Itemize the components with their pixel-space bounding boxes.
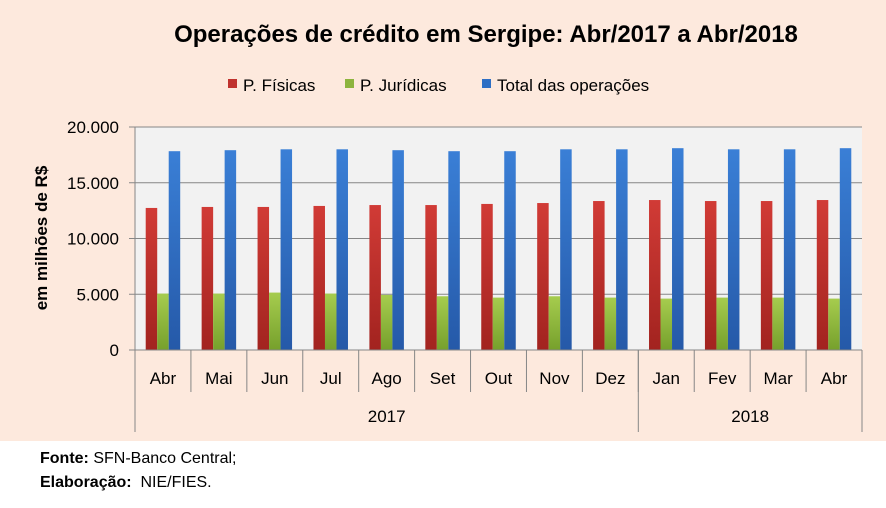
credit-value: NIE/FIES. <box>140 474 212 491</box>
x-tick-label: Set <box>430 369 456 388</box>
bar-pf <box>313 205 325 350</box>
chart-title: Operações de crédito em Sergipe: Abr/201… <box>174 21 798 48</box>
x-tick-label: Nov <box>539 369 570 388</box>
bar-pj <box>157 293 169 350</box>
y-axis-label: em milhões de R$ <box>32 165 51 310</box>
bar-pf <box>816 200 829 350</box>
bar-pj <box>604 297 617 350</box>
bar-pf <box>425 205 437 350</box>
x-tick-label: Dez <box>595 369 625 388</box>
bar-pj <box>213 293 225 350</box>
bar-pj <box>548 296 561 350</box>
y-tick-label: 5.000 <box>76 285 119 304</box>
bar-pf <box>145 207 158 350</box>
bar-pj <box>716 297 728 350</box>
footer-source: Fonte: SFN-Banco Central; <box>40 450 237 468</box>
bar-pj <box>269 292 281 350</box>
bar-total <box>224 150 237 350</box>
bar-total <box>448 151 460 350</box>
bar-pf <box>537 203 549 350</box>
source-value: SFN-Banco Central; <box>93 450 237 467</box>
x-tick-label: Jun <box>261 369 288 388</box>
bar-pf <box>257 206 270 350</box>
bar-pj <box>828 298 840 350</box>
y-tick-label: 15.000 <box>67 174 119 193</box>
bar-pj <box>660 298 673 350</box>
y-tick-label: 20.000 <box>67 118 119 137</box>
bar-pj <box>492 297 505 350</box>
bar-total <box>392 150 404 350</box>
x-tick-label: Jan <box>653 369 680 388</box>
bar-total <box>560 149 572 350</box>
bar-total <box>839 148 852 350</box>
bar-pf <box>201 206 214 350</box>
bar-pf <box>481 203 493 350</box>
x-tick-label: Mar <box>763 369 793 388</box>
y-tick-label: 0 <box>110 341 119 360</box>
credit-label: Elaboração: <box>40 474 132 491</box>
bar-pf <box>369 205 381 350</box>
legend-swatch <box>228 79 237 88</box>
bar-pf <box>649 200 661 350</box>
x-tick-label: Jul <box>320 369 342 388</box>
bar-total <box>336 149 348 350</box>
bars <box>145 148 852 350</box>
bar-total <box>504 151 516 350</box>
bar-total <box>616 149 628 350</box>
legend-swatch <box>482 79 491 88</box>
legend-label: P. Físicas <box>243 76 315 95</box>
x-tick-label: Abr <box>821 369 848 388</box>
bar-chart: Operações de crédito em Sergipe: Abr/201… <box>32 21 863 432</box>
x-group-label: 2017 <box>368 407 406 426</box>
x-group-label: 2018 <box>731 407 769 426</box>
bar-pj <box>324 293 337 350</box>
bar-total <box>727 149 740 350</box>
bar-total <box>672 148 684 350</box>
legend-label: Total das operações <box>497 76 649 95</box>
bar-total <box>280 149 293 350</box>
bar-pf <box>704 201 717 350</box>
bar-total <box>783 149 796 350</box>
x-tick-label: Ago <box>372 369 402 388</box>
x-tick-label: Out <box>485 369 513 388</box>
x-tick-label: Fev <box>708 369 737 388</box>
bar-pf <box>760 201 773 350</box>
bar-pj <box>380 294 393 350</box>
legend: P. Físicas P. Jurídicas Total das operaçõe… <box>228 76 649 95</box>
source-label: Fonte: <box>40 450 89 467</box>
legend-label: P. Jurídicas <box>360 76 447 95</box>
footer-credit: Elaboração: NIE/FIES. <box>40 474 212 492</box>
gridlines <box>135 126 862 295</box>
y-tick-label: 10.000 <box>67 230 119 249</box>
bar-pf <box>593 201 605 350</box>
bar-pj <box>436 296 449 350</box>
bar-pj <box>772 297 784 350</box>
legend-swatch <box>345 79 354 88</box>
x-tick-label: Mai <box>205 369 232 388</box>
bar-total <box>168 151 181 350</box>
axes: 0 5.000 10.000 15.000 20.000 Abr Mai Jun Jul Ago S… <box>67 118 863 432</box>
x-tick-label: Abr <box>150 369 177 388</box>
